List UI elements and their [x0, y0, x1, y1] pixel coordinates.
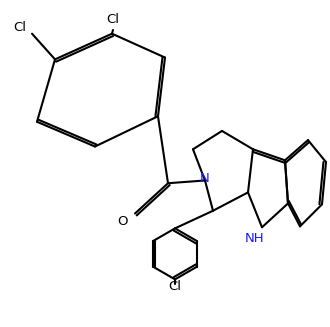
Text: Cl: Cl [107, 13, 119, 26]
Text: Cl: Cl [14, 21, 26, 34]
Text: O: O [117, 215, 127, 228]
Text: Cl: Cl [169, 280, 182, 293]
Text: N: N [200, 172, 210, 185]
Text: NH: NH [245, 232, 265, 245]
